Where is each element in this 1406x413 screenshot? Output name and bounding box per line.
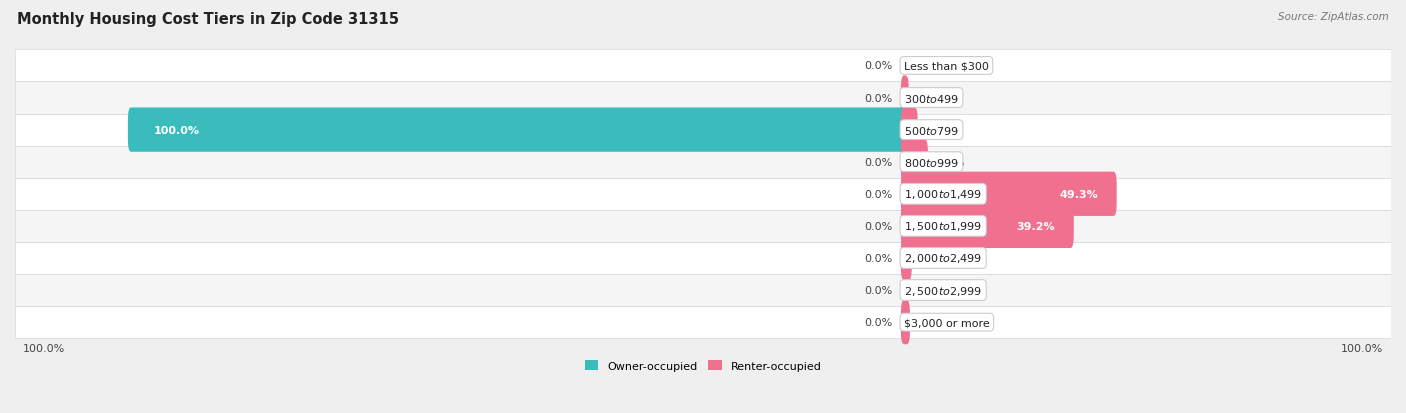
FancyBboxPatch shape [901, 108, 918, 152]
Text: 1.1%: 1.1% [921, 253, 949, 263]
Bar [15, 178, 1391, 210]
Bar [15, 82, 1391, 114]
Text: $2,000 to $2,499: $2,000 to $2,499 [904, 252, 983, 265]
Legend: Owner-occupied, Renter-occupied: Owner-occupied, Renter-occupied [581, 356, 825, 375]
Text: 39.2%: 39.2% [1017, 221, 1054, 231]
Text: 49.3%: 49.3% [1059, 189, 1098, 199]
Text: 0.0%: 0.0% [865, 93, 893, 103]
Text: Monthly Housing Cost Tiers in Zip Code 31315: Monthly Housing Cost Tiers in Zip Code 3… [17, 12, 399, 27]
FancyBboxPatch shape [128, 108, 907, 152]
Text: 0.0%: 0.0% [865, 61, 893, 71]
Text: $3,000 or more: $3,000 or more [904, 317, 990, 328]
FancyBboxPatch shape [901, 172, 1116, 216]
FancyBboxPatch shape [901, 236, 911, 280]
Text: $1,500 to $1,999: $1,500 to $1,999 [904, 220, 983, 233]
Text: 0.0%: 0.0% [865, 285, 893, 295]
Text: 100.0%: 100.0% [155, 125, 200, 135]
Text: 100.0%: 100.0% [1341, 343, 1384, 353]
Bar [15, 242, 1391, 274]
Text: $300 to $499: $300 to $499 [904, 92, 959, 104]
FancyBboxPatch shape [901, 300, 910, 344]
Text: Less than $300: Less than $300 [904, 61, 988, 71]
Text: Source: ZipAtlas.com: Source: ZipAtlas.com [1278, 12, 1389, 22]
Text: 0.7%: 0.7% [918, 317, 946, 328]
Bar [15, 274, 1391, 306]
Bar [15, 50, 1391, 82]
Text: 100.0%: 100.0% [22, 343, 65, 353]
Text: $2,500 to $2,999: $2,500 to $2,999 [904, 284, 983, 297]
Text: 0.0%: 0.0% [865, 317, 893, 328]
Bar [15, 306, 1391, 338]
Bar [15, 146, 1391, 178]
Text: $800 to $999: $800 to $999 [904, 157, 959, 168]
Bar [15, 210, 1391, 242]
FancyBboxPatch shape [901, 76, 908, 120]
Bar [15, 114, 1391, 146]
Text: 0.0%: 0.0% [865, 253, 893, 263]
Text: 0.0%: 0.0% [865, 221, 893, 231]
Text: 4.9%: 4.9% [936, 157, 965, 167]
FancyBboxPatch shape [901, 140, 928, 184]
Text: $500 to $799: $500 to $799 [904, 124, 959, 136]
Text: $1,000 to $1,499: $1,000 to $1,499 [904, 188, 983, 201]
Text: 0.0%: 0.0% [915, 61, 943, 71]
Text: 2.5%: 2.5% [927, 125, 955, 135]
Text: 0.4%: 0.4% [917, 93, 946, 103]
Text: 0.0%: 0.0% [865, 157, 893, 167]
FancyBboxPatch shape [901, 204, 1074, 248]
Text: 0.0%: 0.0% [915, 285, 943, 295]
Text: 0.0%: 0.0% [865, 189, 893, 199]
